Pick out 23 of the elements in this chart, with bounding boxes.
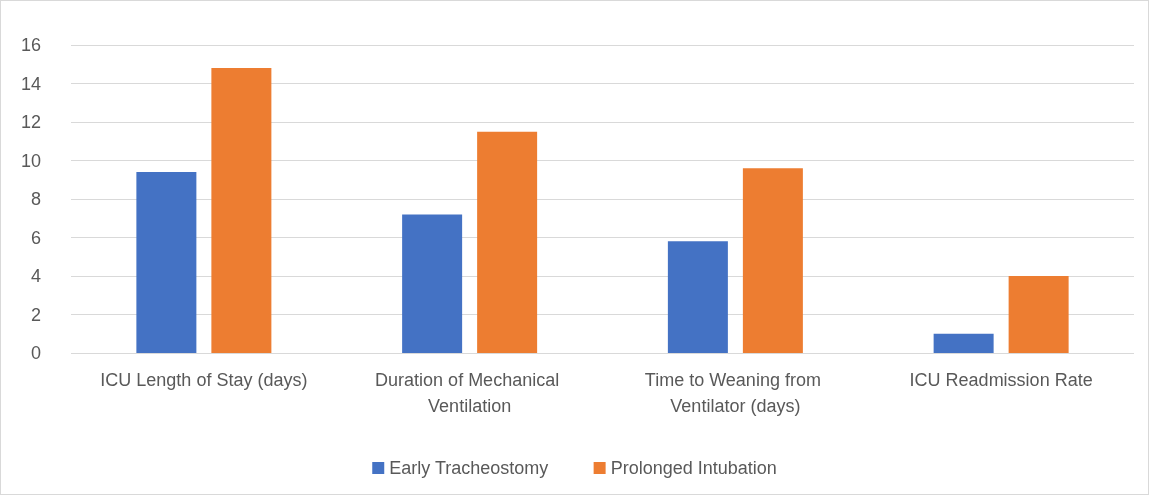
y-tick-label: 8 — [30, 189, 41, 209]
y-tick-label: 0 — [30, 343, 41, 363]
x-tick-label: ICU Length of Stay (days) — [100, 370, 308, 390]
y-tick-label: 14 — [20, 73, 41, 94]
legend-label: Early Tracheostomy — [389, 458, 549, 478]
legend-label: Prolonged Intubation — [610, 458, 777, 478]
y-tick-label: 16 — [20, 35, 41, 55]
y-tick-label: 6 — [30, 227, 41, 248]
bar — [211, 68, 272, 353]
y-tick-label: 2 — [30, 304, 41, 325]
x-tick-label: Duration of Mechanical Ventilation — [375, 370, 565, 416]
y-tick-label: 12 — [20, 112, 41, 132]
x-tick-label: Time to Weaning from Ventilator (days) — [644, 370, 826, 416]
y-tick-label: 4 — [30, 266, 41, 286]
bar — [136, 172, 197, 353]
bar — [477, 131, 538, 353]
x-tick-label: ICU Readmission Rate — [909, 370, 1093, 390]
bar — [402, 214, 463, 353]
bar — [1008, 276, 1069, 353]
bar — [742, 168, 803, 353]
bar — [933, 333, 994, 353]
y-tick-label: 10 — [20, 150, 41, 171]
bar — [667, 241, 728, 353]
